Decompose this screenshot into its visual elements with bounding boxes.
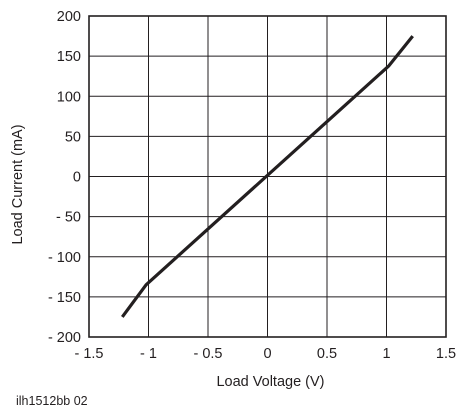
series-line (121, 35, 414, 318)
y-axis-title: Load Current (mA) (10, 124, 26, 244)
y-tick-labels: 200 150 100 50 0 - 50 - 100 - 150 - 200 (48, 9, 81, 346)
y-tick-label: - 100 (48, 250, 81, 266)
x-tick-label: 1 (382, 346, 390, 362)
x-tick-label: 0.5 (317, 346, 337, 362)
y-tick-label: - 50 (56, 210, 81, 226)
x-tick-label: 0 (263, 346, 271, 362)
x-tick-labels: - 1.5 - 1 - 0.5 0 0.5 1 1.5 (74, 346, 456, 362)
x-tick-label: - 1.5 (74, 346, 103, 362)
y-tick-label: 150 (57, 49, 81, 65)
y-tick-label: - 150 (48, 290, 81, 306)
figure-id: ilh1512bb 02 (16, 394, 88, 408)
x-tick-label: - 1 (140, 346, 157, 362)
x-axis-title: Load Voltage (V) (216, 374, 324, 390)
x-tick-label: 1.5 (436, 346, 456, 362)
y-tick-label: 100 (57, 89, 81, 105)
plot-frame (88, 15, 447, 338)
y-tick-label: 50 (65, 129, 81, 145)
series-layer (121, 35, 414, 318)
y-tick-label: 0 (73, 170, 81, 186)
x-tick-label: - 0.5 (193, 346, 222, 362)
y-tick-label: - 200 (48, 330, 81, 346)
y-tick-label: 200 (57, 9, 81, 25)
